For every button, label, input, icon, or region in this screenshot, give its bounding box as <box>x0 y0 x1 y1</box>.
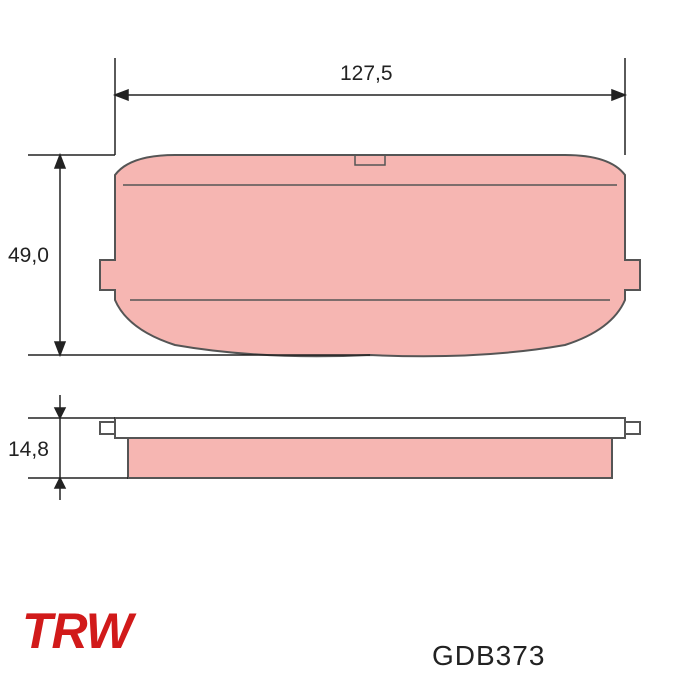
pad-face-drawing <box>0 0 700 700</box>
brand-logo: TRW <box>22 602 132 660</box>
pad-side-backplate <box>115 418 625 438</box>
part-code: GDB373 <box>432 640 545 672</box>
dim-height-label: 49,0 <box>8 244 49 268</box>
dim-width-label: 127,5 <box>340 62 393 86</box>
diagram-canvas: 127,5 49,0 14,8 TRW GDB373 <box>0 0 700 700</box>
dim-thickness-label: 14,8 <box>8 438 49 462</box>
pad-side-tab-right <box>625 422 640 434</box>
pad-side-friction <box>128 438 612 478</box>
pad-side-tab-left <box>100 422 115 434</box>
